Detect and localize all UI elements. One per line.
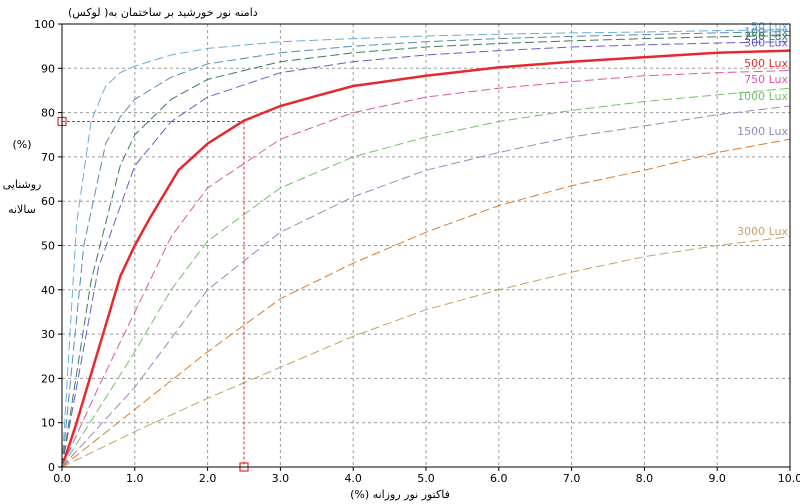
series-label-3: 300 Lux: [744, 37, 788, 50]
x-tick-label: 10.0: [778, 472, 800, 485]
y-tick-label: 70: [41, 151, 55, 164]
y-tick-label: 20: [41, 372, 55, 385]
y-tick-label: 40: [41, 284, 55, 297]
series-label-0: 50 Lux: [751, 20, 788, 33]
y-axis-label: (%) روشنایی سالانه: [3, 138, 42, 216]
x-tick-label: 0.0: [53, 472, 71, 485]
y-tick-label: 10: [41, 417, 55, 430]
y-axis-ticks: 0 10 20 30 40 50 60 70 80 90 100: [34, 18, 62, 474]
series-label-7: 1500 Lux: [737, 125, 788, 138]
series-line-9: [61, 236, 791, 468]
series-line-3: [61, 41, 791, 468]
x-tick-label: 9.0: [708, 472, 726, 485]
x-tick-label: 1.0: [126, 472, 144, 485]
y-tick-label: 30: [41, 328, 55, 341]
y-axis-label-line-1: (%): [12, 138, 31, 151]
y-tick-label: 50: [41, 240, 55, 253]
series-line-8: [61, 138, 791, 468]
x-tick-label: 7.0: [563, 472, 581, 485]
y-tick-label: 0: [48, 461, 55, 474]
x-tick-label: 2.0: [199, 472, 217, 485]
series-label-1: 100 Lux: [744, 26, 788, 39]
x-tick-label: 3.0: [272, 472, 290, 485]
series-label-6: 1000 Lux: [737, 90, 788, 103]
series-label-5: 750 Lux: [744, 73, 788, 86]
x-tick-label: 8.0: [636, 472, 654, 485]
series-line-1: [61, 31, 791, 468]
y-axis-label-line-2: روشنایی: [3, 178, 42, 191]
series-line-0: [61, 29, 791, 468]
y-tick-label: 80: [41, 107, 55, 120]
chart-title: دامنه نور خورشید بر ساختمان به( لوکس): [68, 6, 258, 19]
y-tick-label: 60: [41, 195, 55, 208]
x-axis-label: (%) فاکتور نور روزانه: [350, 488, 450, 501]
series-line-2: [61, 35, 791, 468]
x-tick-label: 4.0: [344, 472, 362, 485]
series-line-6: [61, 87, 791, 468]
x-axis-ticks: 0.0 1.0 2.0 3.0 4.0 5.0 6.0 7.0 8.0 9.0 10.0: [53, 467, 800, 485]
series-label-4: 500 Lux: [744, 57, 788, 70]
plot-area: [60, 29, 791, 468]
y-tick-label: 90: [41, 62, 55, 75]
series-label-2: 250 Lux: [744, 30, 788, 43]
y-tick-label: 100: [34, 18, 55, 31]
series-line-7: [61, 105, 791, 468]
grid: [62, 24, 790, 467]
series-label-9: 3000 Lux: [737, 225, 788, 238]
series-line-4: [60, 49, 791, 468]
series-line-5: [61, 70, 791, 468]
y-axis-label-line-3: سالانه: [8, 203, 36, 216]
x-tick-label: 5.0: [417, 472, 435, 485]
x-tick-label: 6.0: [490, 472, 508, 485]
